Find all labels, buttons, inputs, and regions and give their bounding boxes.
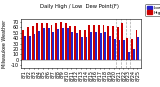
Bar <box>84 30 86 60</box>
Bar <box>123 40 125 60</box>
Bar <box>128 52 130 60</box>
Bar <box>55 23 57 60</box>
Bar <box>27 27 29 60</box>
Bar <box>41 23 43 60</box>
Bar <box>43 28 45 60</box>
Bar <box>46 23 48 60</box>
Bar <box>114 39 116 60</box>
Bar <box>22 30 24 60</box>
Bar <box>117 27 119 60</box>
Bar <box>121 23 123 60</box>
Bar <box>119 40 120 60</box>
Bar <box>88 25 90 60</box>
Bar <box>109 36 111 60</box>
Bar <box>112 26 114 60</box>
Text: Daily High / Low  Dew Point(F): Daily High / Low Dew Point(F) <box>40 4 120 9</box>
Bar <box>107 26 109 60</box>
Bar <box>24 36 26 60</box>
Bar <box>48 28 50 60</box>
Bar <box>74 26 76 60</box>
Bar <box>51 25 52 60</box>
Bar <box>60 22 62 60</box>
Text: Milwaukee Weather: Milwaukee Weather <box>2 19 7 68</box>
Bar <box>93 25 95 60</box>
Bar <box>67 28 68 60</box>
Bar <box>133 49 135 60</box>
Bar <box>86 37 87 60</box>
Bar <box>36 23 38 60</box>
Bar <box>100 33 102 60</box>
Bar <box>76 33 78 60</box>
Bar <box>103 25 104 60</box>
Bar <box>126 38 128 60</box>
Bar <box>38 31 40 60</box>
Bar <box>104 32 106 60</box>
Bar <box>98 25 100 60</box>
Bar <box>90 32 92 60</box>
Bar <box>52 32 54 60</box>
Bar <box>65 23 67 60</box>
Bar <box>71 32 73 60</box>
Bar <box>57 29 59 60</box>
Bar <box>81 37 83 60</box>
Bar <box>69 26 71 60</box>
Bar <box>32 26 34 60</box>
Bar <box>62 28 64 60</box>
Bar <box>29 36 31 60</box>
Bar <box>95 32 97 60</box>
Legend: Low, High: Low, High <box>145 4 160 16</box>
Bar <box>79 30 81 60</box>
Bar <box>136 30 137 60</box>
Bar <box>137 37 139 60</box>
Bar <box>131 39 133 60</box>
Bar <box>34 34 36 60</box>
